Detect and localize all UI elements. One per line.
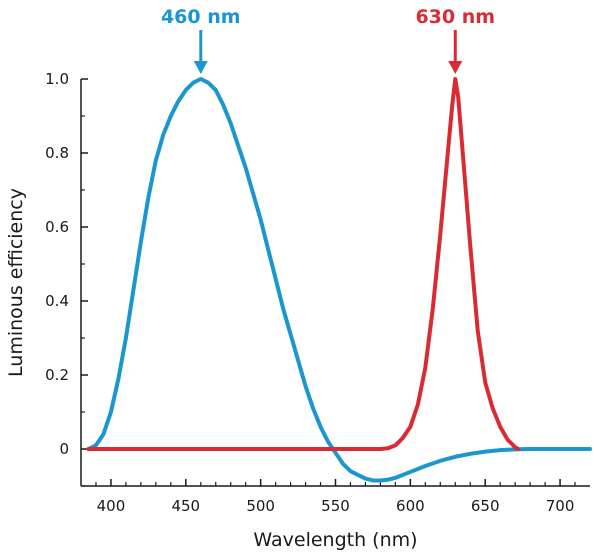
y-tick-label: 0.2	[45, 366, 69, 384]
series-line-blue	[86, 77, 592, 483]
y-tick-label: 0.6	[45, 218, 69, 236]
x-tick-label: 400	[97, 497, 126, 515]
x-tick-label: 650	[471, 497, 500, 515]
y-tick-label: 1.0	[45, 70, 69, 88]
annotation-layer: 460 nm 630 nm	[161, 6, 495, 74]
y-axis-title: Luminous efficiency	[5, 188, 27, 377]
y-tick-label: 0	[59, 440, 69, 458]
x-tick-label: 500	[246, 497, 275, 515]
peak-label-blue: 460 nm	[161, 6, 241, 28]
x-tick-label: 700	[546, 497, 575, 515]
axes: 0 0.2 0.4 0.6 0.8 1.0 400 450 500 550 600 650 700	[45, 70, 590, 515]
x-tick-label: 600	[396, 497, 425, 515]
y-tick-label: 0.8	[45, 144, 69, 162]
x-tick-label: 450	[171, 497, 200, 515]
peak-arrow-head-blue	[193, 61, 208, 74]
x-tick-label: 550	[321, 497, 350, 515]
series-line-red	[86, 77, 521, 451]
x-axis-title: Wavelength (nm)	[253, 529, 417, 551]
peak-arrow-head-red	[448, 61, 463, 74]
x-ticks: 400 450 500 550 600 650 700	[95, 479, 576, 515]
y-tick-label: 0.4	[45, 292, 69, 310]
series-layer	[86, 77, 592, 483]
peak-label-red: 630 nm	[415, 6, 495, 28]
y-ticks: 0 0.2 0.4 0.6 0.8 1.0	[45, 70, 88, 487]
